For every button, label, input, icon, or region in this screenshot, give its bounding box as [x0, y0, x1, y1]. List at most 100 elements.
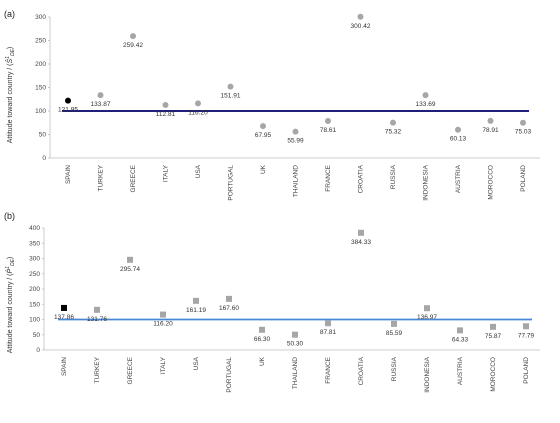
panel-a: (a) Attitude toward country / (Ŝ1DE) 0 50…	[4, 9, 540, 201]
panel-a-point-poland	[520, 119, 526, 126]
panel-b-x-tick-thailand: THAILAND	[292, 357, 299, 389]
panel-b-y-tick-label: 300	[29, 256, 40, 263]
panel-b-x-tick-indonesia: INDONESIA	[424, 356, 431, 392]
panel-a-point-usa	[195, 100, 201, 107]
panel-b-x-tick-uk: UK	[259, 356, 266, 366]
panel-a-value-labels: 121.95 133.87 259.42 112.81 116.20 151.91 67.9…	[58, 23, 531, 145]
panel-a-points	[65, 13, 526, 135]
panel-a-value-label-morocco: 78.91	[482, 127, 499, 134]
panel-b-y-tick-label: 200	[29, 286, 40, 293]
panel-b-y-axis-label: Attitude toward country / (P̂1DE)	[5, 257, 16, 354]
panel-a-value-label-italy: 112.81	[156, 111, 176, 118]
panel-b-y-tick-label: 100	[29, 317, 40, 324]
panel-b-point-thailand	[292, 331, 298, 338]
panel-b-x-tick-france: FRANCE	[325, 356, 332, 383]
panel-a-value-label-indonesia: 133.69	[416, 101, 436, 108]
panel-a-value-label-croatia: 300.42	[351, 23, 371, 30]
panel-b-value-label-greece: 295.74	[120, 266, 140, 273]
panel-b-point-spain	[61, 304, 67, 311]
panel-b-y-tick-label: 350	[29, 240, 40, 247]
panel-b-y-tick-label: 50	[33, 332, 41, 339]
panel-a-y-ticks: 0 50 100 150 200 250 300	[35, 14, 50, 162]
panel-a-y-tick-label: 100	[35, 108, 46, 115]
panel-a-x-tick-spain: SPAIN	[65, 165, 72, 184]
panel-a-point-portugal	[227, 83, 234, 90]
panel-b-value-label-russia: 85.59	[386, 330, 403, 337]
panel-a-y-tick-label: 200	[35, 61, 46, 68]
panel-a-point-france	[325, 118, 331, 125]
panel-b-value-labels: 137.86 131.76 295.74 116.20 161.19 167.60 66.3…	[54, 239, 534, 348]
panel-b-x-tick-portugal: PORTUGAL	[226, 357, 233, 393]
panel-b-value-label-uk: 66.30	[254, 336, 271, 343]
panel-a-x-tick-croatia: CROATIA	[358, 164, 365, 193]
panel-a-value-label-uk: 67.95	[255, 132, 272, 139]
panel-b-y-ticks: 0 50 100 150 200 250 300 350 400	[29, 225, 44, 354]
panel-a-x-tick-morocco: MOROCCO	[488, 165, 495, 200]
panel-a-y-tick-label: 250	[35, 38, 46, 45]
panel-b-point-croatia	[358, 229, 364, 236]
panel-b-value-label-morocco: 75.87	[485, 333, 502, 340]
panel-a-point-thailand	[292, 128, 299, 135]
panel-b-value-label-france: 87.81	[320, 329, 337, 336]
panel-b-value-label-usa: 161.19	[186, 307, 206, 314]
panel-b-y-tick-label: 400	[29, 225, 40, 232]
panel-a-x-tick-russia: RUSSIA	[390, 164, 397, 189]
panel-a-point-croatia	[357, 13, 364, 20]
panel-a-y-axis-label: Attitude toward country / (Ŝ1DE)	[5, 47, 16, 144]
panel-b-value-label-poland: 77.79	[518, 332, 535, 339]
panel-a-point-turkey	[97, 92, 104, 99]
panel-a-value-label-portugal: 151.91	[221, 93, 241, 100]
panel-b-value-label-portugal: 167.60	[219, 305, 239, 312]
panel-a-x-tick-usa: USA	[195, 164, 202, 178]
panel-b-point-greece	[127, 256, 133, 263]
panel-a-value-label-thailand: 55.99	[287, 138, 304, 145]
panel-a-x-ticks: SPAIN TURKEY GREECE ITALY USA PORTUGAL UK THAIL…	[65, 164, 527, 200]
panel-a-y-tick-label: 50	[39, 132, 47, 139]
panel-b-value-label-indonesia: 136.97	[417, 314, 437, 321]
panel-b-point-russia	[391, 320, 397, 327]
panel-a-point-italy	[162, 101, 169, 108]
panel-b-x-tick-turkey: TURKEY	[94, 356, 101, 383]
panel-b-point-indonesia	[424, 305, 430, 312]
panel-b-value-label-turkey: 131.76	[87, 316, 107, 323]
panel-b-value-label-austria: 64.33	[452, 336, 469, 343]
panel-b-y-tick-label: 150	[29, 301, 40, 308]
panel-a-point-spain	[65, 97, 71, 104]
panel-b-point-turkey	[94, 306, 100, 313]
panel-b-x-ticks: SPAIN TURKEY GREECE ITALY USA PORTUGAL UK THAIL…	[61, 356, 530, 392]
panel-a-x-tick-uk: UK	[260, 164, 267, 174]
panel-b-point-austria	[457, 327, 463, 334]
panel-a-x-tick-portugal: PORTUGAL	[228, 165, 235, 201]
panel-a-value-label-greece: 259.42	[123, 42, 143, 49]
panel-b: (b) Attitude toward country / (P̂1DE) 0 5…	[4, 211, 540, 393]
panel-b-y-tick-label: 250	[29, 271, 40, 278]
panel-a-point-greece	[130, 33, 136, 40]
panel-a-point-russia	[390, 119, 396, 126]
panel-b-point-morocco	[490, 323, 496, 330]
panel-a-y-tick-label: 300	[35, 14, 46, 21]
panel-a-value-label-usa: 116.20	[188, 109, 208, 116]
panel-b-x-tick-greece: GREECE	[127, 356, 134, 384]
panel-a-value-label-spain: 121.95	[58, 107, 78, 114]
panel-a-label: (a)	[4, 9, 15, 19]
panel-a-x-tick-austria: AUSTRIA	[455, 164, 462, 193]
panel-a-point-austria	[455, 126, 461, 133]
panel-b-x-tick-italy: ITALY	[160, 356, 167, 374]
panel-b-point-portugal	[226, 295, 232, 302]
panel-b-point-uk	[259, 326, 265, 333]
panel-b-x-tick-russia: RUSSIA	[391, 356, 398, 381]
panel-a-x-tick-poland: POLAND	[520, 165, 527, 192]
panel-a-x-tick-thailand: THAILAND	[293, 165, 300, 197]
panel-b-value-label-italy: 116.20	[153, 321, 173, 328]
panel-b-value-label-thailand: 50.30	[287, 341, 304, 348]
panel-b-point-usa	[193, 297, 199, 304]
panel-a-y-tick-label: 150	[35, 85, 46, 92]
panel-a-value-label-turkey: 133.87	[91, 101, 111, 108]
panel-b-y-tick-label: 0	[36, 347, 40, 354]
panel-b-point-france	[325, 320, 331, 327]
panel-a-value-label-austria: 60.13	[450, 136, 467, 143]
panel-a-point-indonesia	[422, 92, 429, 99]
panel-b-x-tick-croatia: CROATIA	[358, 356, 365, 385]
panel-a-value-label-france: 78.61	[320, 127, 337, 134]
panel-b-x-tick-poland: POLAND	[523, 357, 530, 384]
